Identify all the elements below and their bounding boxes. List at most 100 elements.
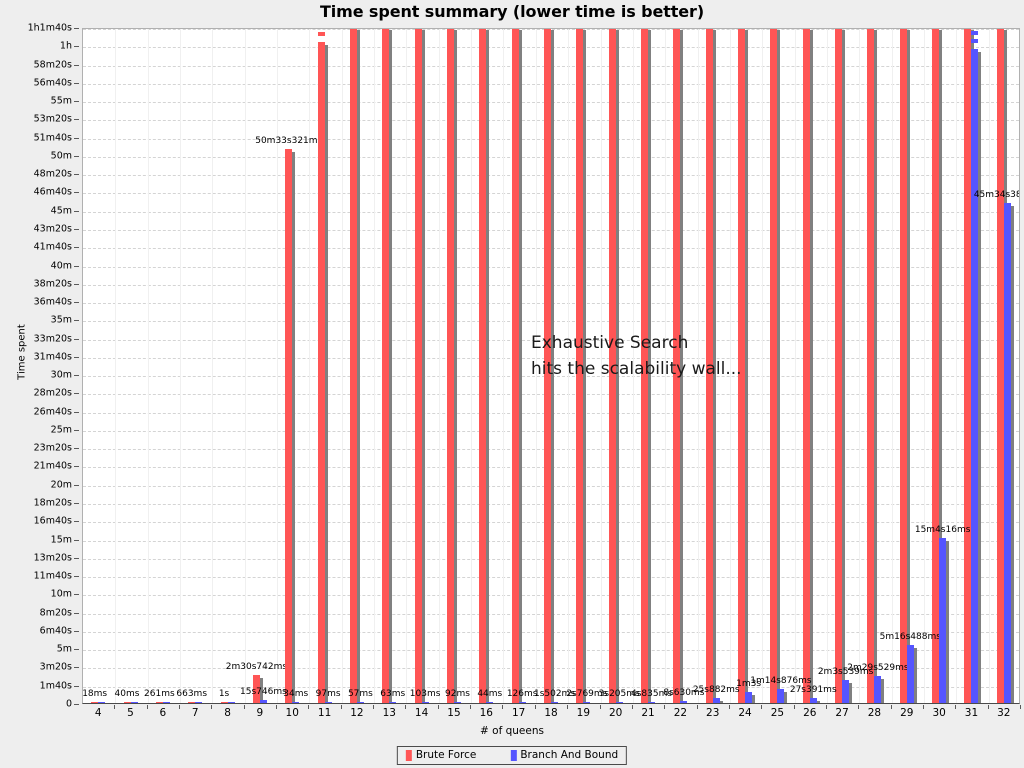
bar[interactable] xyxy=(641,29,649,703)
bar[interactable] xyxy=(583,702,591,703)
y-axis-tick-label: 31m40s xyxy=(33,351,72,363)
y-axis-tick-mark xyxy=(74,320,79,322)
bar[interactable] xyxy=(842,680,850,703)
bar[interactable] xyxy=(971,48,979,703)
bar[interactable] xyxy=(809,698,817,703)
bar[interactable] xyxy=(356,702,364,703)
bar[interactable] xyxy=(123,702,131,703)
bar[interactable] xyxy=(130,702,138,703)
legend-color-swatch xyxy=(405,749,412,761)
bar[interactable] xyxy=(220,702,228,703)
bar[interactable] xyxy=(479,29,487,703)
vertical-gridline xyxy=(956,29,958,703)
bar-value-label: 50m33s321ms xyxy=(255,135,323,146)
x-axis-tick-mark xyxy=(470,705,472,709)
bar[interactable] xyxy=(932,29,940,703)
y-axis-tick-label: 51m40s xyxy=(33,132,72,144)
bar[interactable] xyxy=(511,29,519,703)
bar-value-label: 34ms xyxy=(283,689,309,699)
bar[interactable] xyxy=(155,702,163,703)
bar[interactable] xyxy=(648,702,656,703)
x-axis-tick-label: 6 xyxy=(159,707,167,719)
legend-entry[interactable]: Brute Force xyxy=(405,749,476,761)
bar-value-label: 1m3s xyxy=(736,678,762,689)
bar[interactable] xyxy=(486,702,494,703)
bar[interactable] xyxy=(446,29,454,703)
bar[interactable] xyxy=(1003,203,1011,703)
bar[interactable] xyxy=(680,701,688,703)
x-axis-tick-mark xyxy=(728,705,730,709)
x-axis-tick-mark xyxy=(373,705,375,709)
bar[interactable] xyxy=(738,29,746,703)
x-axis-tick-label: 5 xyxy=(127,707,134,719)
y-axis-tick-mark xyxy=(74,265,79,267)
bar[interactable] xyxy=(188,702,196,703)
y-axis-tick-mark xyxy=(74,119,79,121)
x-axis-tick-mark xyxy=(146,705,148,709)
bar[interactable] xyxy=(91,702,99,703)
bar[interactable] xyxy=(777,689,785,703)
bar-value-label: 103ms xyxy=(409,689,441,699)
bar[interactable] xyxy=(382,29,390,703)
bar[interactable] xyxy=(874,675,882,703)
bar[interactable] xyxy=(544,29,551,703)
vertical-gridline xyxy=(632,29,634,703)
y-axis-tick-mark xyxy=(74,247,79,249)
bar-value-label: 92ms xyxy=(444,689,470,699)
bar[interactable] xyxy=(615,702,623,703)
bar[interactable] xyxy=(712,698,720,703)
bar[interactable] xyxy=(899,29,907,703)
bar[interactable] xyxy=(608,29,616,703)
bar[interactable] xyxy=(259,700,267,703)
bar[interactable] xyxy=(317,41,325,703)
vertical-gridline xyxy=(277,29,279,703)
x-axis-tick-label: 7 xyxy=(191,707,199,719)
bar[interactable] xyxy=(252,675,260,703)
bar[interactable] xyxy=(745,691,753,703)
bar[interactable] xyxy=(770,29,778,703)
bar[interactable] xyxy=(414,29,422,703)
bar-value-label: 663ms xyxy=(176,689,208,699)
x-axis-tick-label: 14 xyxy=(414,707,429,719)
bar[interactable] xyxy=(802,29,810,703)
bar[interactable] xyxy=(98,702,106,703)
y-axis-tick-label: 41m40s xyxy=(33,241,72,253)
legend-entry[interactable]: Branch And Bound xyxy=(510,749,618,761)
bar[interactable] xyxy=(835,29,843,703)
bar[interactable] xyxy=(518,702,526,703)
bar[interactable] xyxy=(349,29,357,703)
bar[interactable] xyxy=(705,29,713,703)
bar-value-label: 15s746ms xyxy=(240,687,287,698)
bar[interactable] xyxy=(285,148,293,703)
annotation-text: Exhaustive Search hits the scalability w… xyxy=(531,333,742,379)
x-axis-tick-mark xyxy=(1020,705,1021,709)
bar-truncation-gap xyxy=(317,31,325,36)
bar[interactable] xyxy=(551,702,558,703)
x-axis-tick-label: 25 xyxy=(770,707,785,719)
vertical-gridline xyxy=(988,29,990,703)
bar[interactable] xyxy=(673,29,681,703)
bar[interactable] xyxy=(906,645,914,703)
bar[interactable] xyxy=(964,29,972,703)
bar[interactable] xyxy=(389,702,397,703)
bar[interactable] xyxy=(453,702,461,703)
y-axis-tick-label: 55m xyxy=(50,95,72,107)
x-axis-tick-mark xyxy=(664,705,666,709)
y-axis-tick-label: 8m20s xyxy=(39,607,72,619)
bar[interactable] xyxy=(867,29,875,703)
bar[interactable] xyxy=(939,537,947,703)
bar[interactable] xyxy=(195,702,203,703)
bar[interactable] xyxy=(421,702,429,703)
bar[interactable] xyxy=(324,702,332,703)
y-axis-tick-label: 13m20s xyxy=(33,552,72,564)
y-axis-tick-label: 53m20s xyxy=(33,113,72,125)
x-axis-ticks: 4 5 6 7 8 9 10 11 12 13 14 15 16 17 18 19 20 21 22 23 24 25 26… xyxy=(82,705,1021,727)
x-axis-tick-mark xyxy=(243,705,245,709)
bar[interactable] xyxy=(996,29,1004,703)
y-axis-tick-mark xyxy=(74,375,79,377)
bar[interactable] xyxy=(162,702,170,703)
x-axis-tick-mark xyxy=(179,705,181,709)
bar[interactable] xyxy=(576,29,584,703)
bar[interactable] xyxy=(227,702,235,703)
bar[interactable] xyxy=(292,702,300,703)
